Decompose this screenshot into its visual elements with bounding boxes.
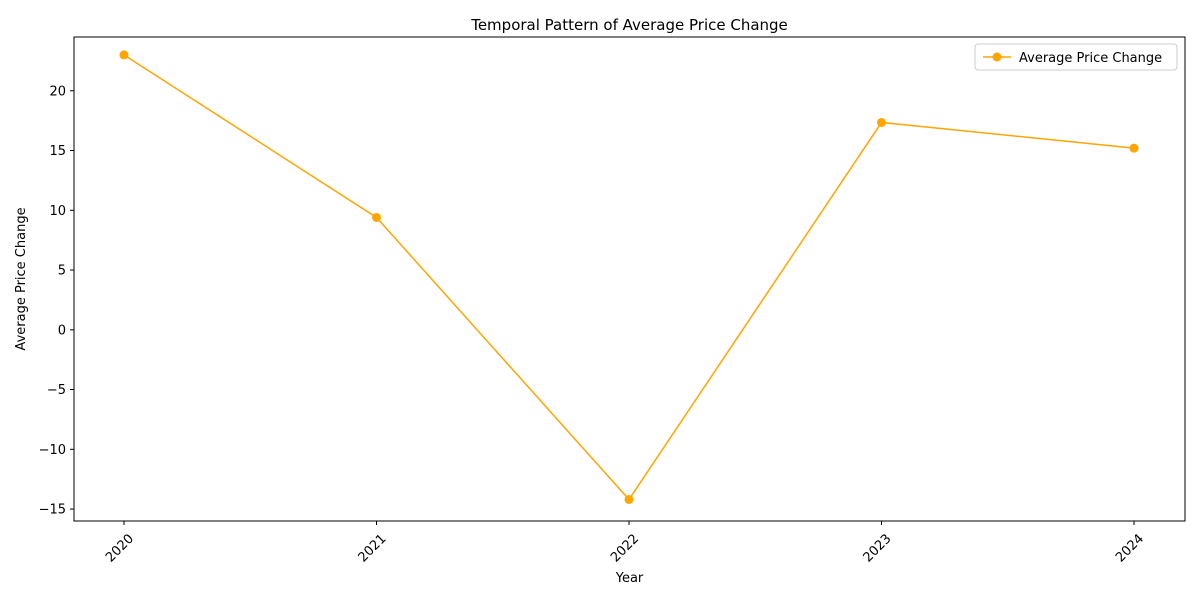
y-tick-label: 5 — [58, 264, 66, 279]
data-point-2020 — [119, 50, 129, 60]
legend-marker-swatch — [992, 52, 1002, 62]
x-tick-label: 2020 — [103, 531, 137, 565]
plot-frame — [73, 36, 1186, 522]
y-tick-label: 10 — [49, 204, 66, 219]
y-axis-label: Average Price Change — [14, 207, 29, 350]
x-axis-ticks: 2020 2021 2022 2023 2024 — [103, 521, 1147, 565]
series-line — [123, 54, 1135, 501]
x-tick-label: 2023 — [861, 531, 895, 565]
legend-label: Average Price Change — [1019, 51, 1162, 66]
data-point-2021 — [372, 212, 381, 222]
data-point-2022 — [624, 494, 634, 504]
data-point-2024 — [1129, 143, 1139, 153]
data-point-2023 — [877, 117, 886, 127]
y-tick-label: 0 — [58, 323, 66, 338]
x-tick-label: 2021 — [356, 531, 390, 565]
y-tick-label: −15 — [39, 503, 66, 518]
y-tick-label: −5 — [47, 383, 66, 398]
series-layer — [119, 50, 1139, 504]
chart-title: Temporal Pattern of Average Price Change — [470, 16, 788, 34]
x-tick-label: 2024 — [1113, 531, 1147, 565]
legend-box — [974, 43, 1178, 71]
y-tick-label: 20 — [49, 84, 66, 99]
x-tick-label: 2022 — [608, 531, 642, 565]
y-tick-label: 15 — [49, 144, 66, 159]
legend: Average Price Change — [974, 43, 1178, 71]
y-axis-ticks: −15 −10 −5 0 5 10 15 20 — [39, 84, 74, 518]
y-tick-label: −10 — [39, 443, 66, 458]
x-axis-label: Year — [615, 571, 644, 586]
plot-area: −15 −10 −5 0 5 10 15 20 2020 2021 2022 2023 2024 — [39, 36, 1186, 565]
